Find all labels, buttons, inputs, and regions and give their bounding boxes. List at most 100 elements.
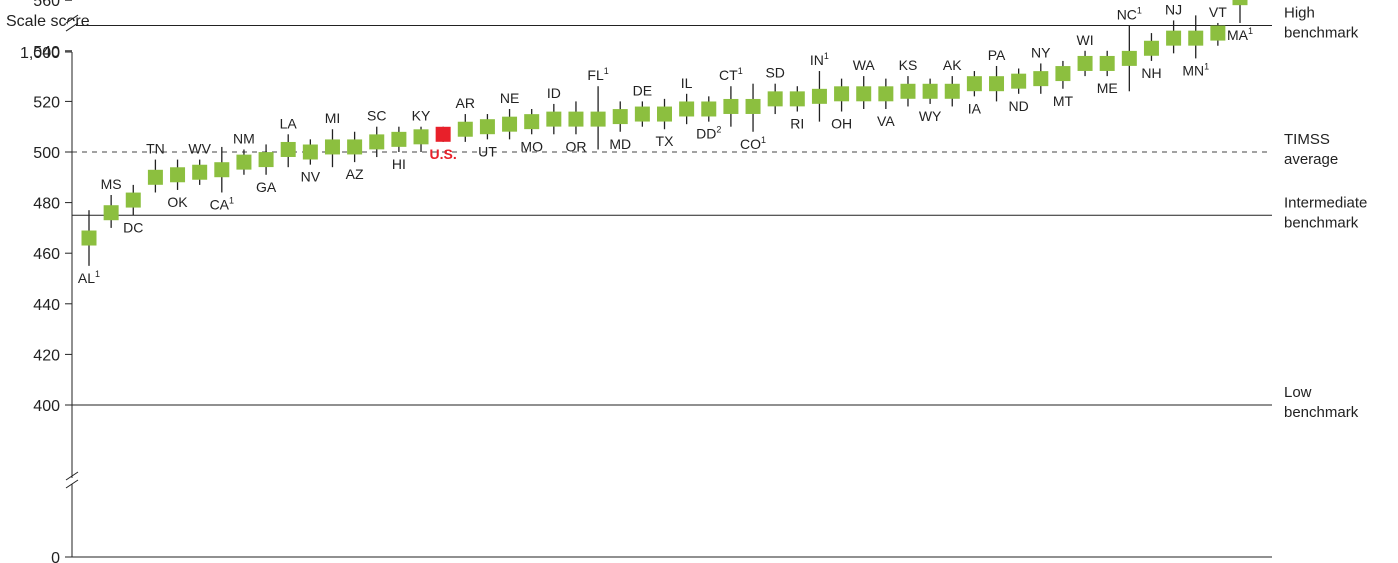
state-point-sd: SD [765,65,785,115]
state-label: HI [392,156,406,172]
data-points: AL1MSDCTNOKWVCA1NMGALANVMIAZSCHIKYU.S.AR… [78,0,1253,286]
state-point-ny: NY [1031,44,1051,94]
state-point-ut: UT [478,114,497,159]
state-point-md: MD [609,101,631,152]
state-label: OH [831,116,852,132]
state-label-text: AR [456,95,475,111]
state-label-text: HI [392,156,406,172]
state-label-text: IN [810,52,824,68]
state-label-text: NV [301,169,321,185]
benchmark-labels: High benchmark TIMSS average Intermediate ben… [1284,5,1367,422]
state-label: U.S. [430,146,457,162]
state-label-text: CO [740,136,761,152]
state-label-text: OR [565,138,586,154]
score-marker [435,126,451,142]
score-marker [1077,55,1093,71]
state-label-text: VA [877,113,895,129]
state-label-text: MI [325,110,341,126]
state-label: FL1 [587,66,608,83]
state-label: OR [565,138,586,154]
state-point-ky: KY [412,108,431,152]
state-label: WV [188,141,211,157]
score-marker [944,83,960,99]
score-marker [214,162,230,178]
state-label: NJ [1165,1,1182,17]
state-label-footnote: 1 [761,135,766,145]
y-axis-ticks: 0 400 420 440 460 480 500 520 540 560 1,000 [20,0,72,563]
state-label: PA [988,47,1006,63]
state-point-wi: WI [1077,32,1094,77]
state-label: NE [500,90,519,106]
state-point-tn: TN [146,141,165,193]
score-marker [192,164,208,180]
state-point-mi: MI [325,110,341,168]
state-point-va: VA [877,78,895,129]
state-label-text: UT [478,143,497,159]
state-label-text: WI [1077,32,1094,48]
state-label: ID [547,85,561,101]
state-point-nm: NM [233,130,255,175]
state-label-text: U.S. [430,146,457,162]
state-point-tx: TX [656,98,675,149]
state-label: NY [1031,44,1051,60]
state-label: AK [943,57,962,73]
score-marker [966,76,982,92]
state-label-text: VT [1209,4,1227,20]
score-marker [568,111,584,127]
state-label-text: NJ [1165,1,1182,17]
score-marker [369,134,385,150]
state-point-id: ID [546,85,562,135]
state-label-text: IA [968,100,982,116]
state-label: WA [853,57,876,73]
score-marker [989,76,1005,92]
score-marker [789,91,805,107]
score-marker [657,106,672,122]
state-point-ak: AK [943,57,962,107]
state-point-al: AL1 [78,210,100,286]
state-label-text: KS [899,57,918,73]
state-label-text: AZ [346,166,364,182]
state-point-nv: NV [301,139,321,185]
state-label: UT [478,143,497,159]
benchmark-label: High benchmark [1284,5,1359,42]
score-marker [258,152,274,168]
state-point-me: ME [1097,50,1118,96]
state-point-ma: MA1 [1227,0,1253,43]
state-point-ne: NE [500,90,519,140]
score-marker [1121,50,1137,66]
state-label: WI [1077,32,1094,48]
state-point-or: OR [565,101,586,154]
state-point-az: AZ [346,131,364,182]
state-label-text: MD [609,136,631,152]
state-label-text: IL [681,75,693,91]
state-point-ct: CT1 [719,66,743,127]
state-label-text: MO [520,138,543,154]
score-marker [745,98,761,114]
state-label-footnote: 1 [1204,61,1209,71]
y-tick-label: 420 [33,347,60,364]
state-label-text: AL [78,270,95,286]
state-label-text: TX [656,133,675,149]
benchmark-label-line: benchmark [1284,25,1359,42]
state-label-text: NE [500,90,519,106]
score-marker [147,169,163,185]
score-marker [856,86,872,102]
y-tick-label: 0 [51,550,60,563]
score-marker [502,116,518,132]
score-marker [391,131,407,147]
state-label: DC [123,219,143,235]
state-point-wy: WY [919,78,942,124]
score-marker [170,167,186,183]
score-marker [302,144,318,160]
state-label: KY [412,108,431,124]
state-label: AR [456,95,475,111]
state-label-text: NM [233,130,255,146]
state-label: CT1 [719,66,743,83]
score-marker [413,129,429,145]
state-label: SD [765,65,784,81]
state-label: MI [325,110,341,126]
axis-break-gap [68,478,76,484]
score-marker [634,106,650,122]
state-point-il: IL [679,75,695,125]
state-label: WY [919,108,942,124]
